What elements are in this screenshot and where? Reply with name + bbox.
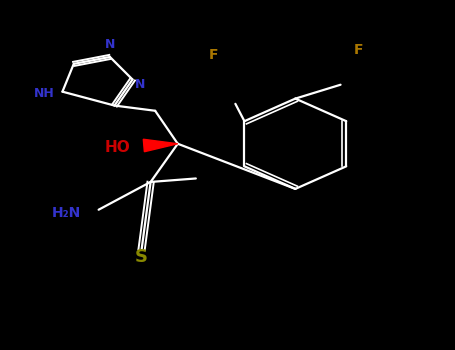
- Text: NH: NH: [34, 87, 55, 100]
- Text: N: N: [105, 38, 115, 51]
- Polygon shape: [143, 139, 178, 152]
- Text: H₂N: H₂N: [51, 206, 81, 220]
- Text: F: F: [209, 48, 219, 62]
- Text: N: N: [135, 78, 145, 91]
- Text: S: S: [135, 247, 148, 266]
- Text: F: F: [354, 43, 364, 57]
- Text: HO: HO: [105, 140, 130, 155]
